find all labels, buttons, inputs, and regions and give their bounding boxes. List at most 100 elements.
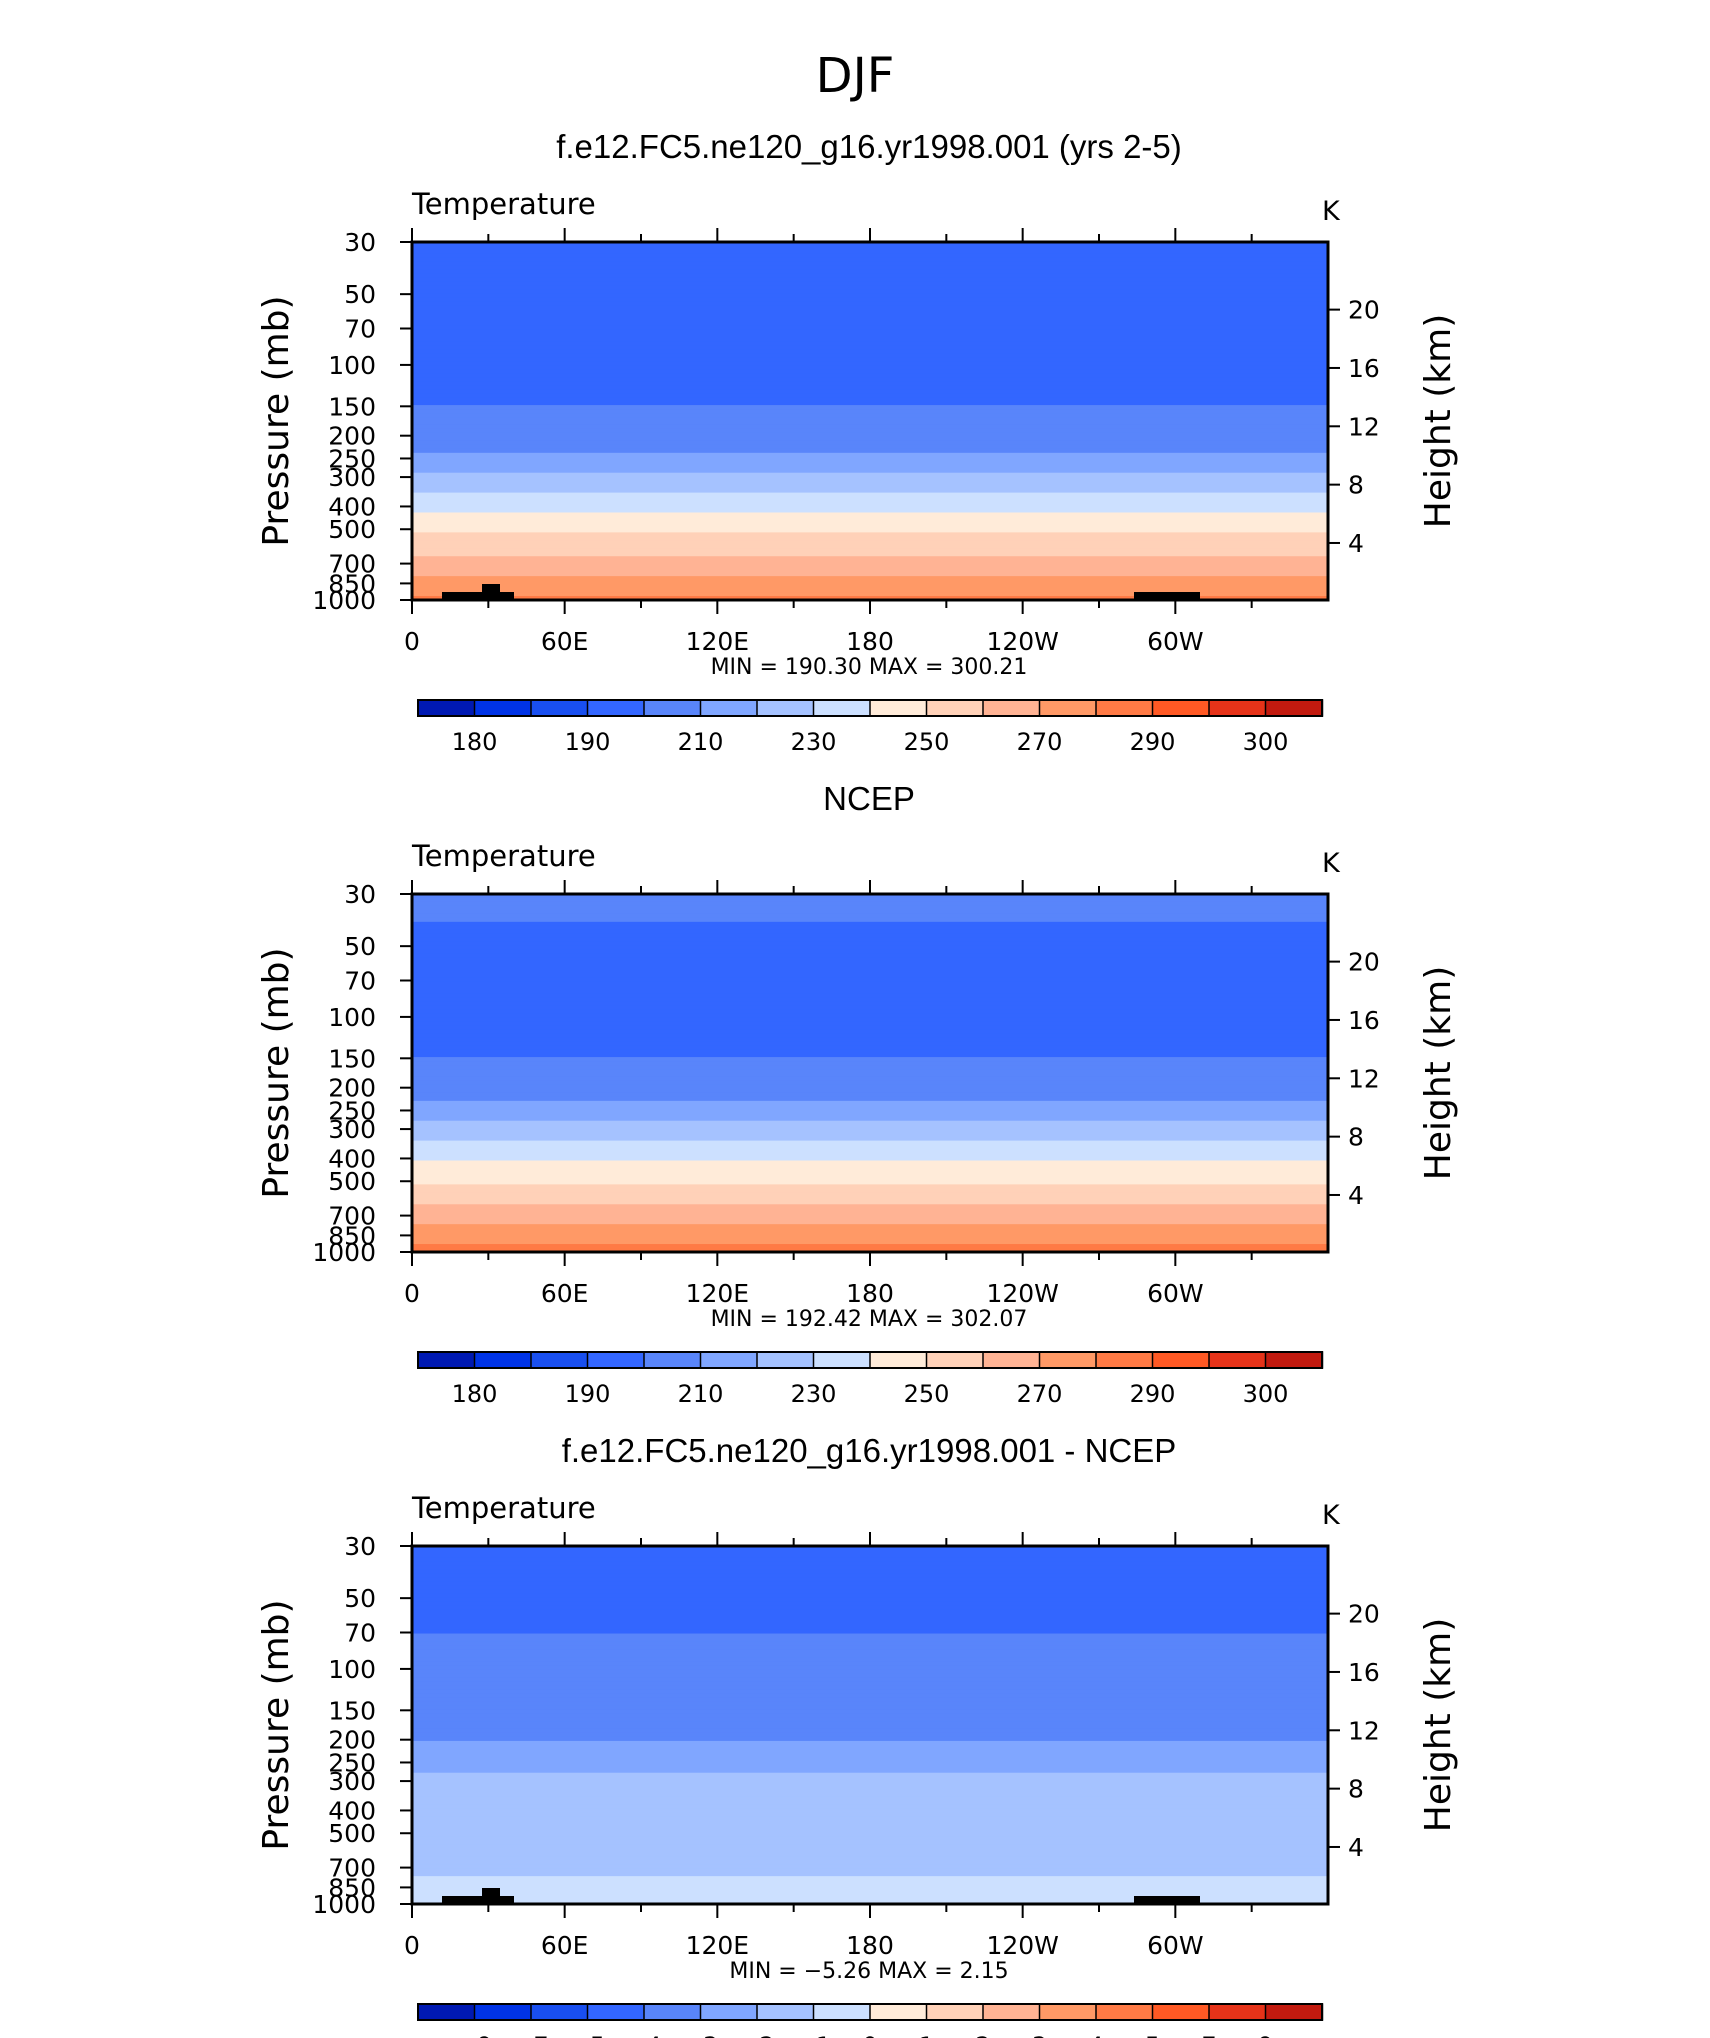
contour-band (412, 444, 1328, 450)
contour-band (412, 1896, 1328, 1901)
contour-band (412, 1788, 1328, 1794)
contour-band (412, 520, 1328, 526)
contour-band (412, 464, 1328, 470)
colorbar-swatch (925, 699, 985, 717)
contour-band (412, 1196, 1328, 1201)
contour-band (412, 1585, 1328, 1591)
colorbar-swatch (1208, 2003, 1267, 2021)
panel-title: f.e12.FC5.ne120_g16.yr1998.001 (yrs 2-5) (556, 128, 1182, 165)
contour-band (412, 277, 1328, 283)
contour-band (412, 1844, 1328, 1849)
contour-band (412, 1565, 1328, 1571)
colorbar-label: 3 (1032, 2032, 1047, 2038)
contour-band (412, 1868, 1328, 1873)
figure-title: DJF (816, 48, 895, 104)
contour-band (412, 576, 1328, 581)
contour-band (412, 508, 1328, 514)
contour-band (412, 1244, 1328, 1249)
contour-band (412, 1057, 1328, 1062)
colorbar-swatch (869, 2003, 928, 2021)
contour-band (412, 993, 1328, 999)
contour-band (412, 1156, 1328, 1162)
contour-band (412, 1748, 1328, 1754)
contour-band (412, 1049, 1328, 1054)
colorbar-swatch (1038, 699, 1098, 717)
contour-band (412, 321, 1328, 327)
contour-band (412, 560, 1328, 565)
y-tick-label: 500 (328, 1167, 376, 1196)
contour-band (412, 1629, 1328, 1635)
contour-band (412, 397, 1328, 402)
contour-band (412, 588, 1328, 593)
colorbar-swatch (1264, 1351, 1324, 1369)
colorbar-label: 0 (862, 2032, 877, 2038)
contour-band (412, 997, 1328, 1002)
contour-band (412, 1216, 1328, 1221)
contour-band (412, 1045, 1328, 1050)
contour-band (412, 1569, 1328, 1575)
colorbar-swatch (982, 1351, 1041, 1369)
topography-block (482, 584, 500, 600)
colorbar-label: 300 (1243, 1380, 1289, 1408)
contour-band (412, 424, 1328, 430)
contour-band (412, 540, 1328, 545)
contour-band (412, 1009, 1328, 1014)
colorbar-frame (417, 699, 1323, 717)
topography-block (442, 592, 514, 600)
contour-band (412, 285, 1328, 291)
contour-band (412, 1784, 1328, 1790)
contour-band (412, 1184, 1328, 1189)
colorbar-label: −2 (739, 2032, 774, 2038)
contour-band (412, 257, 1328, 263)
units-label: K (1322, 1500, 1341, 1531)
contour-band (412, 572, 1328, 577)
colorbar-swatch (473, 699, 533, 717)
contour-band (412, 1025, 1328, 1030)
colorbar-swatch (699, 699, 759, 717)
contour-band (412, 1685, 1328, 1690)
contour-band (412, 1116, 1328, 1122)
x-tick-label: 60E (541, 1931, 589, 1960)
contour-band (412, 452, 1328, 458)
contour-band (412, 1641, 1328, 1647)
colorbar-label: 290 (1130, 728, 1176, 756)
x-tick-label: 120W (986, 1279, 1058, 1308)
contour-band (412, 1888, 1328, 1893)
contour-band (412, 1892, 1328, 1897)
contour-band (412, 985, 1328, 991)
y2-tick-label: 8 (1348, 1123, 1364, 1152)
colorbar-swatch (756, 1351, 815, 1369)
colorbar-swatch (1095, 1351, 1154, 1369)
contour-band (412, 421, 1328, 426)
contour-band (412, 1808, 1328, 1814)
contour-band (412, 1108, 1328, 1114)
x-tick-label: 60W (1147, 627, 1204, 656)
y-tick-label: 200 (328, 422, 376, 451)
colorbar-swatch (1208, 699, 1267, 717)
contour-band (412, 1645, 1328, 1651)
y-tick-label: 700 (328, 1202, 376, 1231)
y-tick-label: 70 (344, 315, 376, 344)
contour-band (412, 544, 1328, 549)
colorbar-label: 5 (1145, 2032, 1160, 2038)
contour-band (412, 1176, 1328, 1181)
contour-band (412, 1816, 1328, 1822)
units-label: K (1322, 196, 1341, 227)
colorbar-swatch (530, 699, 589, 717)
y-tick-label: 150 (328, 392, 376, 421)
y-tick-label: 70 (344, 1619, 376, 1648)
colorbar-swatch (982, 699, 1041, 717)
contour-band (412, 1872, 1328, 1877)
x-tick-label: 0 (404, 1931, 420, 1960)
y-tick-label: 500 (328, 1819, 376, 1848)
contour-band (412, 1721, 1328, 1726)
contour-band (412, 596, 1328, 601)
contour-band (412, 1649, 1328, 1654)
contour-band (412, 484, 1328, 490)
contour-band (412, 1128, 1328, 1134)
contour-band (412, 977, 1328, 983)
contour-band (412, 1900, 1328, 1905)
contour-band (412, 949, 1328, 955)
min-max-stats: MIN = 190.30 MAX = 300.21 (711, 655, 1028, 680)
